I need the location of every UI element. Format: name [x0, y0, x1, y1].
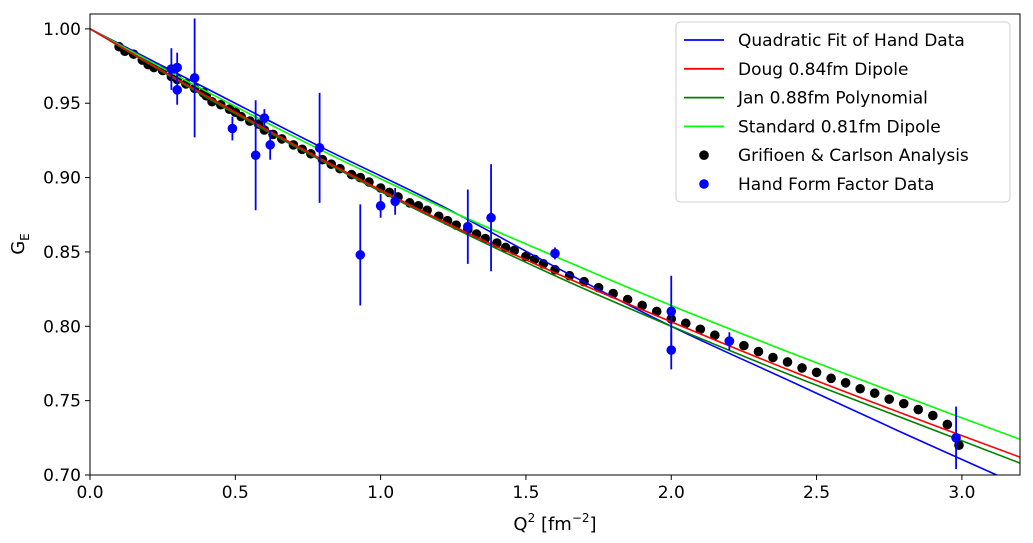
legend-item-doug-0-84fm-dipole: Doug 0.84fm Dipole [684, 60, 908, 80]
x-tick-label: 1.0 [367, 483, 394, 503]
data-point [782, 357, 793, 367]
data-point [753, 346, 764, 357]
legend-label: Doug 0.84fm Dipole [738, 60, 908, 80]
x-tick-label: 1.5 [512, 483, 539, 503]
axes-layer: 0.0 0.5 1.0 1.5 2.0 2.5 3.0 0.70 0.75 0.80 0.85 0.9… [43, 20, 975, 503]
legend-label: Quadratic Fit of Hand Data [738, 31, 965, 51]
series-line [90, 28, 999, 475]
data-point [259, 113, 270, 123]
data-point [355, 250, 366, 260]
data-point [797, 363, 807, 373]
x-tick-label: 0.0 [76, 483, 103, 503]
data-point [928, 410, 938, 421]
data-point [666, 345, 677, 355]
data-point [739, 340, 749, 351]
data-point [637, 300, 647, 311]
data-point [550, 248, 560, 259]
plot-frame [89, 13, 1021, 476]
series-doug-0-84fm-dipole [90, 28, 1020, 458]
data-point [666, 306, 677, 317]
legend-item-standard-0-81fm-dipole: Standard 0.81fm Dipole [684, 117, 941, 137]
legend-marker-swatch [699, 150, 709, 160]
data-point [710, 330, 720, 341]
y-tick-label: 0.95 [43, 94, 81, 114]
data-point [250, 150, 261, 161]
series-line [90, 28, 1020, 464]
y-tick-label: 1.00 [43, 20, 81, 40]
data-point [375, 201, 386, 211]
legend-item-quadratic-fit-of-hand-data: Quadratic Fit of Hand Data [684, 31, 965, 51]
legend-item-jan-0-88fm-polynomial: Jan 0.88fm Polynomial [684, 89, 928, 109]
y-tick-label: 0.80 [43, 317, 81, 337]
legend-label: Jan 0.88fm Polynomial [737, 89, 928, 109]
series-jan-0-88fm-polynomial [90, 28, 1020, 464]
legend-marker-swatch [699, 179, 709, 189]
legend-item-grifioen-carlson-analysis: Grifioen & Carlson Analysis [699, 146, 969, 166]
data-point [768, 352, 778, 363]
data-point [314, 143, 325, 153]
y-tick-label: 0.75 [43, 392, 81, 412]
data-point [680, 318, 691, 329]
legend-box [675, 21, 1011, 203]
legend-label: Hand Form Factor Data [738, 175, 934, 195]
x-tick-label: 0.5 [222, 483, 249, 503]
y-tick-label: 0.70 [43, 466, 81, 486]
legend-label: Grifioen & Carlson Analysis [738, 146, 969, 166]
data-point [855, 383, 865, 394]
x-axis-label: Q2 [fm−2] [513, 511, 596, 535]
data-point [390, 196, 400, 207]
series-quadratic-fit-of-hand-data [90, 28, 999, 475]
y-tick-label: 0.90 [43, 169, 81, 189]
legend: Quadratic Fit of Hand Data Doug 0.84fm Di… [675, 21, 1011, 203]
data-point [724, 336, 735, 346]
series-hand-form-factor-data [166, 18, 961, 470]
data-point [840, 378, 851, 388]
data-point [695, 324, 706, 335]
x-tick-label: 2.0 [658, 483, 685, 503]
series-line [90, 28, 1020, 458]
data-point [265, 140, 275, 150]
legend-label: Standard 0.81fm Dipole [738, 117, 941, 137]
y-tick-label: 0.85 [43, 243, 81, 263]
data-point [172, 62, 182, 73]
data-point [913, 404, 924, 415]
data-point [189, 73, 200, 83]
data-point [826, 373, 836, 384]
data-point [869, 388, 880, 399]
data-point [811, 367, 822, 378]
data-point [463, 221, 473, 232]
data-point [951, 433, 961, 443]
data-point [227, 123, 238, 134]
data-point [172, 85, 182, 95]
data-point [884, 394, 895, 404]
x-tick-label: 2.5 [803, 483, 830, 503]
data-point [651, 306, 662, 317]
data-point [898, 398, 909, 409]
x-tick-label: 3.0 [948, 483, 975, 503]
data-point [486, 212, 496, 223]
legend-item-hand-form-factor-data: Hand Form Factor Data [699, 175, 934, 195]
data-point [942, 419, 953, 430]
series-layer [90, 18, 1020, 475]
y-axis-label: GE [8, 233, 32, 255]
